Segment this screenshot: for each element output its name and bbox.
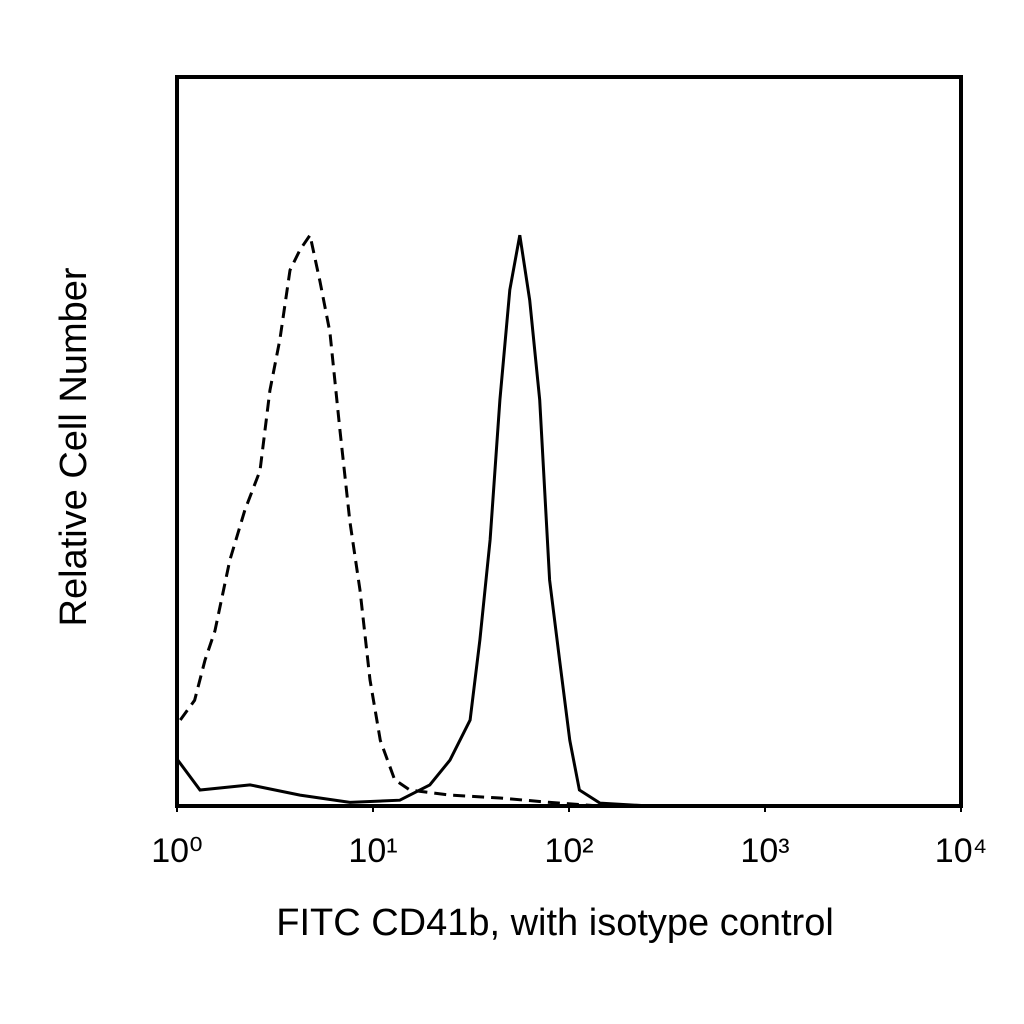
plot-frame (175, 75, 963, 808)
x-tick-label: 10⁴ (935, 832, 987, 870)
x-tick-label: 10⁰ (151, 832, 202, 870)
x-axis-label: FITC CD41b, with isotype control (276, 902, 834, 944)
x-tick-label: 10¹ (348, 832, 397, 870)
x-tick-label: 10³ (740, 832, 789, 870)
y-axis-label: Relative Cell Number (53, 267, 95, 626)
histogram-line (179, 231, 601, 808)
x-tick-label: 10² (544, 832, 593, 870)
histogram-line (176, 234, 650, 808)
